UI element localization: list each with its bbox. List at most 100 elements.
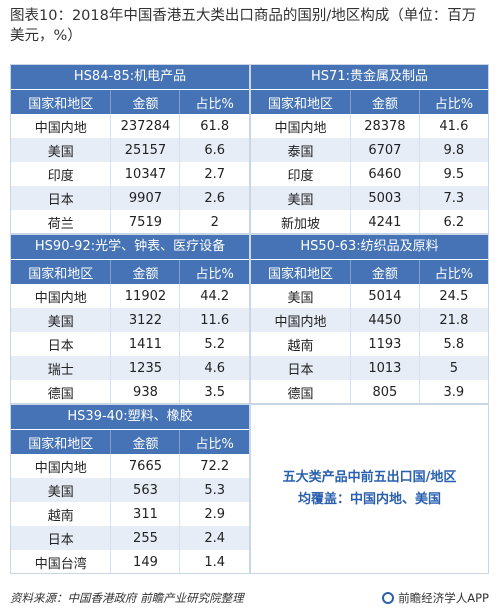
region-cell: 日本 xyxy=(11,332,112,356)
region-cell: 印度 xyxy=(11,162,112,186)
share-cell: 3.9 xyxy=(419,380,488,403)
table-row: 泰国 6707 9.8 xyxy=(251,138,488,162)
panel-1: HS84-85:机电产品 国家和地区 金额 占比% 中国内地 237284 61.8 美国 25… xyxy=(10,64,250,234)
amount-cell: 805 xyxy=(350,380,420,403)
share-cell: 5.8 xyxy=(419,332,488,356)
share-cell: 9.5 xyxy=(419,162,488,186)
table-row: 印度 10347 2.7 xyxy=(11,162,249,186)
data-table: 国家和地区 金额 占比% 中国内地 11902 44.2 美国 3122 11.6 日本 1411 5… xyxy=(11,260,249,403)
table-row: 美国 5003 7.3 xyxy=(251,186,488,210)
share-cell: 5.3 xyxy=(179,478,249,502)
tables-grid: HS84-85:机电产品 国家和地区 金额 占比% 中国内地 237284 61.8 美国 25… xyxy=(10,64,489,574)
region-cell: 中国台湾 xyxy=(11,550,112,573)
panel-title: HS84-85:机电产品 xyxy=(11,65,249,90)
panel-4: HS50-63:纺织品及原料 国家和地区 金额 占比% 美国 5014 24.5 中国内地 44… xyxy=(250,234,489,404)
amount-cell: 149 xyxy=(110,550,181,573)
region-cell: 美国 xyxy=(251,186,352,210)
data-table: 国家和地区 金额 占比% 中国内地 237284 61.8 美国 25157 6.6 印度 1034… xyxy=(11,90,249,233)
amount-cell: 1411 xyxy=(110,332,181,356)
share-cell: 5.2 xyxy=(179,332,249,356)
table-row: 日本 9907 2.6 xyxy=(11,186,249,210)
column-header: 国家和地区 xyxy=(11,430,112,454)
brand: 前瞻经济学人APP xyxy=(382,590,489,606)
table-row: 印度 6460 9.5 xyxy=(251,162,488,186)
source-note: 资料来源：中国香港政府 前瞻产业研究院整理 xyxy=(10,591,244,605)
region-cell: 日本 xyxy=(11,186,112,210)
table-row: 日本 255 2.4 xyxy=(11,526,249,550)
amount-cell: 1013 xyxy=(350,356,420,380)
region-cell: 瑞士 xyxy=(11,356,112,380)
table-row: 美国 3122 11.6 xyxy=(11,308,249,332)
amount-cell: 5014 xyxy=(350,284,420,308)
amount-cell: 563 xyxy=(110,478,181,502)
amount-cell: 10347 xyxy=(110,162,181,186)
amount-cell: 5003 xyxy=(350,186,420,210)
share-cell: 11.6 xyxy=(179,308,249,332)
table-row: 中国内地 237284 61.8 xyxy=(11,114,249,138)
table-row: 中国内地 28378 41.6 xyxy=(251,114,488,138)
share-cell: 2.9 xyxy=(179,502,249,526)
summary-box: 五大类产品中前五出口国/地区 均覆盖：中国内地、美国 xyxy=(250,404,489,574)
amount-cell: 25157 xyxy=(110,138,181,162)
share-cell: 2.4 xyxy=(179,526,249,550)
share-cell: 72.2 xyxy=(179,454,249,478)
column-header: 金额 xyxy=(110,260,181,284)
header-row: 国家和地区 金额 占比% xyxy=(11,90,249,114)
region-cell: 荷兰 xyxy=(11,210,112,233)
panel-title: HS71:贵金属及制品 xyxy=(251,65,488,90)
share-cell: 3.5 xyxy=(179,380,249,403)
amount-cell: 9907 xyxy=(110,186,181,210)
share-cell: 24.5 xyxy=(419,284,488,308)
region-cell: 新加坡 xyxy=(251,210,352,233)
region-cell: 越南 xyxy=(11,502,112,526)
column-header: 金额 xyxy=(350,90,420,114)
share-cell: 6.6 xyxy=(179,138,249,162)
share-cell: 61.8 xyxy=(179,114,249,138)
amount-cell: 11902 xyxy=(110,284,181,308)
amount-cell: 311 xyxy=(110,502,181,526)
table-row: 中国内地 4450 21.8 xyxy=(251,308,488,332)
region-cell: 中国内地 xyxy=(251,308,352,332)
table-row: 越南 1193 5.8 xyxy=(251,332,488,356)
region-cell: 美国 xyxy=(11,478,112,502)
amount-cell: 6707 xyxy=(350,138,420,162)
column-header: 国家和地区 xyxy=(251,260,352,284)
amount-cell: 1193 xyxy=(350,332,420,356)
table-row: 美国 563 5.3 xyxy=(11,478,249,502)
region-cell: 德国 xyxy=(11,380,112,403)
share-cell: 41.6 xyxy=(419,114,488,138)
region-cell: 中国内地 xyxy=(11,114,112,138)
table-row: 中国内地 11902 44.2 xyxy=(11,284,249,308)
region-cell: 美国 xyxy=(11,308,112,332)
brand-label: 前瞻经济学人APP xyxy=(398,591,489,605)
table-row: 荷兰 7519 2 xyxy=(11,210,249,233)
data-table: 国家和地区 金额 占比% 美国 5014 24.5 中国内地 4450 21.8 越南 1193 5.… xyxy=(251,260,488,403)
amount-cell: 237284 xyxy=(110,114,181,138)
region-cell: 德国 xyxy=(251,380,352,403)
table-row: 越南 311 2.9 xyxy=(11,502,249,526)
panel-3: HS90-92:光学、钟表、医疗设备 国家和地区 金额 占比% 中国内地 11902 44.… xyxy=(10,234,250,404)
summary-line-1: 五大类产品中前五出口国/地区 xyxy=(282,470,457,485)
amount-cell: 4450 xyxy=(350,308,420,332)
brand-logo-icon xyxy=(382,592,395,604)
summary-line-2: 均覆盖：中国内地、美国 xyxy=(297,492,441,507)
data-table: 国家和地区 金额 占比% 中国内地 28378 41.6 泰国 6707 9.8 印度 6460 9.… xyxy=(251,90,488,233)
column-header: 金额 xyxy=(110,430,181,454)
amount-cell: 7519 xyxy=(110,210,181,233)
table-row: 日本 1411 5.2 xyxy=(11,332,249,356)
header-row: 国家和地区 金额 占比% xyxy=(251,90,488,114)
share-cell: 21.8 xyxy=(419,308,488,332)
region-cell: 日本 xyxy=(11,526,112,550)
column-header: 国家和地区 xyxy=(11,260,112,284)
header-row: 国家和地区 金额 占比% xyxy=(11,430,249,454)
table-row: 瑞士 1235 4.6 xyxy=(11,356,249,380)
table-row: 中国台湾 149 1.4 xyxy=(11,550,249,573)
column-header: 金额 xyxy=(350,260,420,284)
table-row: 美国 5014 24.5 xyxy=(251,284,488,308)
table-row: 新加坡 4241 6.2 xyxy=(251,210,488,233)
column-header: 金额 xyxy=(110,90,181,114)
share-cell: 2.7 xyxy=(179,162,249,186)
table-row: 中国内地 7665 72.2 xyxy=(11,454,249,478)
panel-title: HS39-40:塑料、橡胶 xyxy=(11,405,249,430)
header-row: 国家和地区 金额 占比% xyxy=(11,260,249,284)
